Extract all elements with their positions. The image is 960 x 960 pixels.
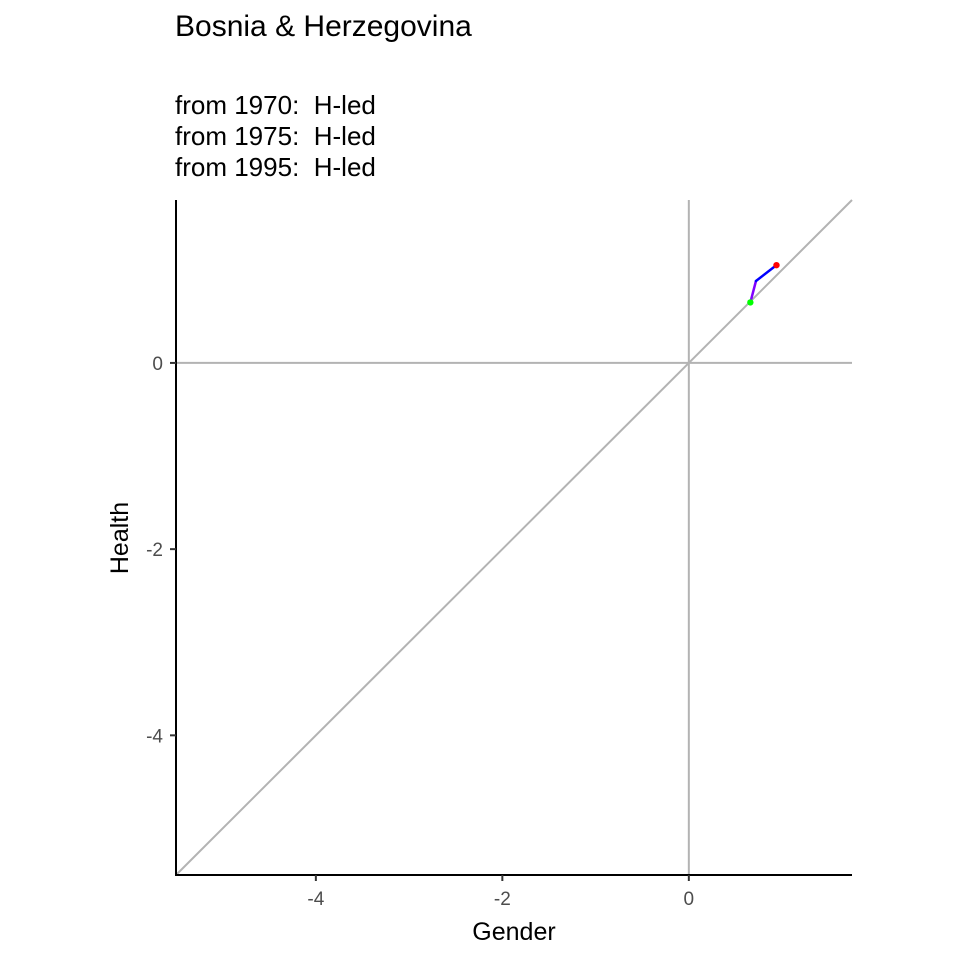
diagonal-line [175,199,853,876]
y-tick-label: -4 [146,726,163,747]
end-point [773,261,780,269]
chart-title: Bosnia & Herzegovina [175,10,472,43]
y-tick-label: 0 [152,354,163,375]
reference-lines [175,199,853,876]
subtitle-line-1975: from 1975: H-led [175,121,376,151]
x-tick-label: -4 [307,889,324,910]
axes [175,200,852,876]
x-tick-label: -2 [494,889,511,910]
start-point [747,299,754,306]
data-series [747,261,780,306]
x-tick-label: 0 [684,889,695,910]
chart-subtitle: from 1970: H-led from 1975: H-led from 1… [175,90,376,183]
y-tick-label: -2 [146,540,163,561]
subtitle-line-1995: from 1995: H-led [175,152,376,182]
x-axis-title: Gender [472,918,555,946]
ticks: -4 -2 0 -4 -2 0 [146,354,694,910]
path-segment [754,263,778,283]
path-segment [749,279,758,304]
y-axis-title: Health [106,502,134,574]
subtitle-line-1970: from 1970: H-led [175,90,376,120]
